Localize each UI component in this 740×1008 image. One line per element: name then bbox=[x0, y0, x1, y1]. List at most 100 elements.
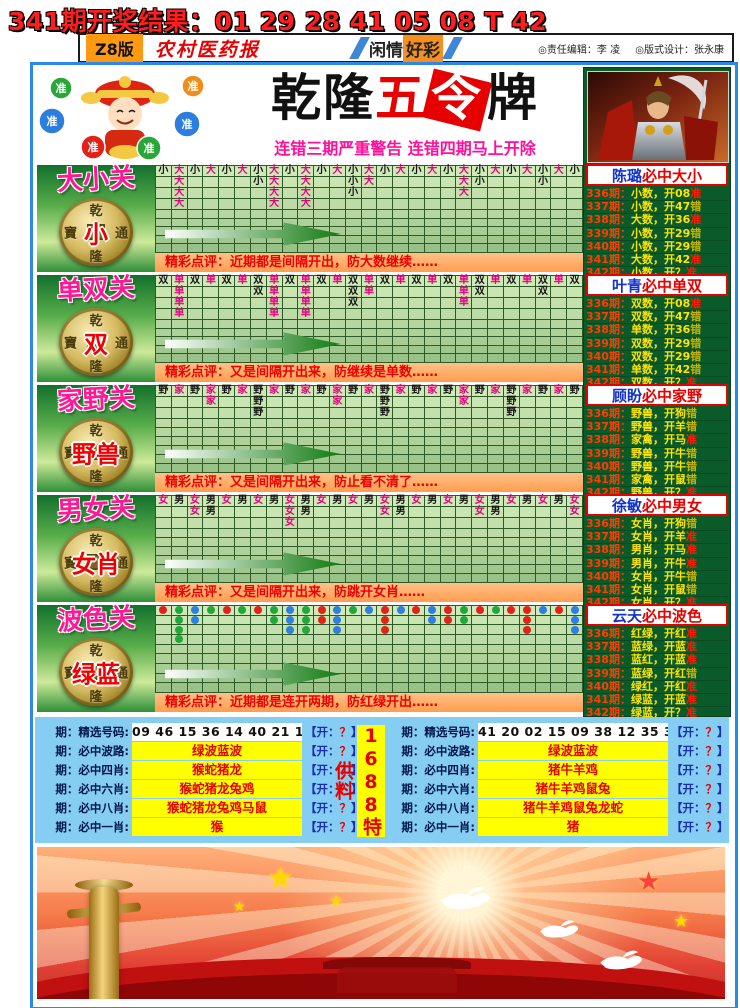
grid-cell bbox=[377, 556, 393, 564]
grid-cell bbox=[219, 518, 235, 528]
grid-cell bbox=[519, 574, 535, 582]
grid-cell bbox=[156, 507, 171, 517]
color-dot-blue bbox=[428, 606, 437, 615]
grid-cell: 男 bbox=[393, 495, 409, 506]
grid-cell: 女 bbox=[187, 496, 203, 506]
grid-cell bbox=[393, 354, 409, 362]
grid-cell bbox=[361, 464, 377, 472]
grid-cell: 男 bbox=[171, 496, 187, 506]
grid-cell bbox=[282, 574, 298, 582]
grid-cell bbox=[171, 625, 187, 634]
grid-cell: 小 bbox=[219, 166, 235, 176]
grid-cell bbox=[282, 177, 298, 187]
grid-cell bbox=[472, 654, 488, 663]
color-dot-red bbox=[254, 606, 263, 615]
grid-cell bbox=[519, 529, 535, 537]
grid-cell: 男 bbox=[266, 496, 282, 506]
grid-cell bbox=[329, 574, 345, 582]
grid-cell bbox=[314, 408, 329, 418]
grid-cell: 小 bbox=[250, 166, 266, 176]
grid-cell bbox=[519, 287, 535, 297]
pillar-cap bbox=[75, 879, 133, 891]
grid-cell bbox=[329, 337, 345, 345]
pick-row: 期：必中四肖:猴蛇猪龙【开：？】 bbox=[41, 761, 363, 779]
grid-cell bbox=[171, 437, 187, 445]
grid-cell bbox=[409, 298, 424, 308]
grid-cell bbox=[345, 428, 361, 436]
grid-cell bbox=[456, 625, 472, 634]
grid-cell: 家 bbox=[551, 386, 567, 396]
grid-cell bbox=[567, 446, 582, 454]
grid-cell bbox=[519, 199, 535, 209]
grid-cell bbox=[472, 547, 488, 555]
grid-cell bbox=[203, 354, 219, 362]
pavilion-silhouette bbox=[337, 967, 457, 993]
grid-char: 男 bbox=[395, 495, 406, 506]
panel-label-zone: 波色关乾寶通隆绿蓝 bbox=[37, 603, 155, 712]
grid-cell bbox=[424, 644, 440, 654]
grid-cell bbox=[187, 397, 203, 407]
grid-cell bbox=[393, 565, 409, 573]
grid-cell: 小 bbox=[535, 166, 551, 176]
grid-char: 大 bbox=[174, 198, 185, 209]
grid-cell bbox=[345, 227, 361, 235]
expert-plate: 云天 必中波色 bbox=[586, 604, 728, 626]
grid-cell bbox=[503, 683, 519, 692]
grid-cell bbox=[266, 455, 282, 463]
grid-cell bbox=[314, 565, 329, 573]
grid-cell bbox=[503, 615, 519, 625]
grid-cell bbox=[551, 320, 567, 328]
grid-char: 女 bbox=[569, 506, 580, 517]
grid-cell bbox=[488, 529, 503, 537]
grid-char: 大 bbox=[395, 165, 406, 176]
grid-cell bbox=[393, 464, 409, 472]
open-question-mark: ？ bbox=[339, 725, 352, 739]
grid-cell bbox=[298, 574, 314, 582]
color-dot-red bbox=[222, 606, 231, 615]
grid-cell bbox=[329, 556, 345, 564]
star-icon: ★ bbox=[329, 891, 344, 910]
grid-char: 双 bbox=[190, 275, 201, 286]
grid-cell bbox=[409, 337, 424, 345]
grid-cell bbox=[266, 654, 282, 663]
expert-row: 336期：小数，开08准 bbox=[586, 188, 728, 202]
result-mark: 准 bbox=[685, 433, 697, 447]
grid-cell: 男 bbox=[329, 496, 345, 506]
grid-cell: 单 bbox=[456, 276, 472, 286]
prediction-value: 女肖，开鼠 bbox=[630, 582, 686, 596]
grid-cell bbox=[187, 654, 203, 663]
grid-cell bbox=[488, 188, 503, 198]
grid-cell: 小 bbox=[377, 166, 393, 176]
open-question-mark: ？ bbox=[705, 782, 718, 796]
grid-cell bbox=[329, 654, 345, 663]
period-label: 336期： bbox=[586, 517, 631, 530]
grid-cell bbox=[488, 446, 503, 454]
grid-char: 大 bbox=[300, 176, 311, 187]
grid-cell bbox=[377, 328, 393, 337]
grid-cell bbox=[424, 244, 440, 252]
color-dot-blue bbox=[570, 615, 579, 624]
grid-cell bbox=[567, 547, 582, 555]
grid-char: 双 bbox=[284, 275, 295, 286]
grid-cell: 男 bbox=[393, 507, 409, 517]
grid-cell bbox=[329, 644, 345, 654]
grid-char: 野 bbox=[506, 396, 517, 407]
grid-cell bbox=[551, 199, 567, 209]
grid-char: 女 bbox=[379, 506, 390, 517]
fortune-coin: 乾寶通隆绿蓝 bbox=[59, 638, 133, 706]
grid-cell bbox=[345, 606, 361, 615]
pick-value: 猪牛羊鸡 bbox=[478, 761, 668, 779]
expert-row: 340期：小数，开29错 bbox=[586, 240, 728, 254]
grid-cell bbox=[440, 529, 456, 537]
grid-cell: 野 bbox=[377, 386, 393, 396]
grid-cell bbox=[171, 538, 187, 546]
grid-cell bbox=[472, 625, 488, 634]
grid-cell bbox=[535, 518, 551, 528]
grid-cell bbox=[235, 518, 250, 528]
grid-cell bbox=[266, 547, 282, 555]
grid-cell bbox=[567, 210, 582, 218]
grid-cell: 双 bbox=[250, 287, 266, 297]
grid-cell: 男 bbox=[203, 507, 219, 517]
grid-cell bbox=[282, 644, 298, 654]
